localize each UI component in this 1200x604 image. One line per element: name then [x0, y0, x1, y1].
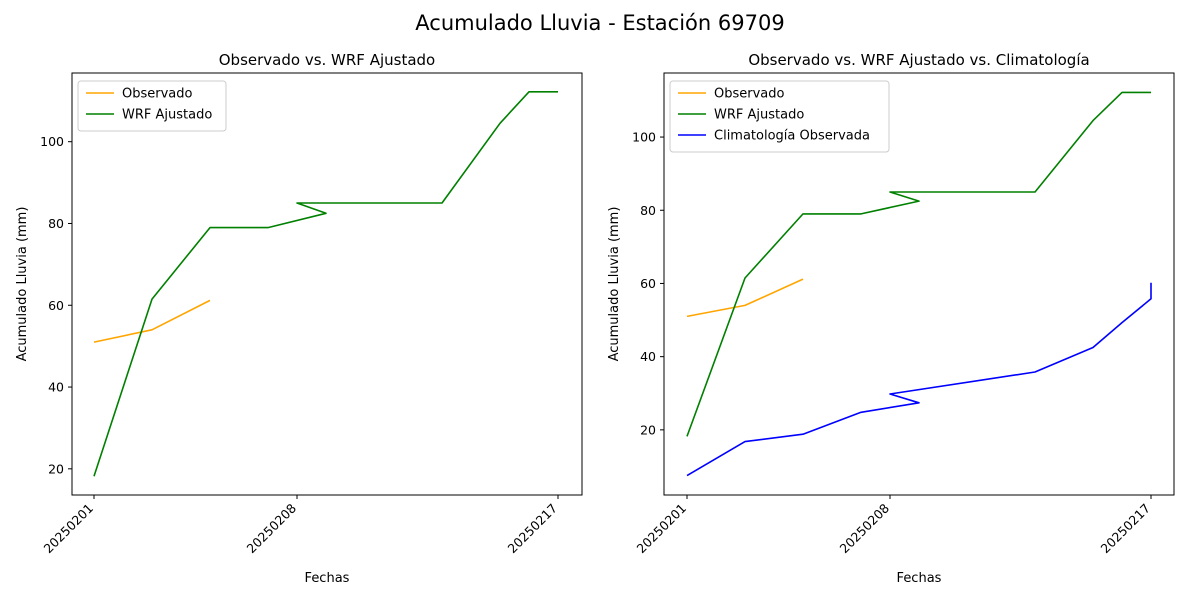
y-tick-label: 40	[48, 380, 64, 395]
series-line-observado	[93, 299, 211, 343]
legend-label: Observado	[122, 87, 193, 102]
chart-title: Observado vs. WRF Ajustado vs. Climatolo…	[748, 51, 1089, 69]
series-line-wrf-ajustado	[686, 91, 1151, 437]
y-tick-label: 60	[48, 298, 64, 313]
y-axis-label: Acumulado Lluvia (mm)	[15, 207, 30, 362]
series-line-climatolog-a-observada	[686, 282, 1152, 477]
legend-label: WRF Ajustado	[714, 108, 804, 123]
legend-label: Climatología Observada	[714, 129, 870, 144]
y-tick-label: 100	[40, 134, 64, 149]
series-line-observado	[686, 278, 804, 318]
y-tick-label: 40	[640, 349, 656, 364]
y-tick-label: 20	[640, 422, 656, 437]
y-tick-label: 60	[640, 276, 656, 291]
y-tick-label: 80	[48, 216, 64, 231]
y-tick-label: 100	[632, 130, 656, 145]
chart-title: Observado vs. WRF Ajustado	[219, 51, 435, 69]
legend-box	[77, 80, 227, 132]
x-axis-label: Fechas	[897, 571, 942, 586]
plot-frame	[71, 72, 583, 496]
y-tick-label: 80	[640, 203, 656, 218]
y-axis-label: Acumulado Lluvia (mm)	[607, 207, 622, 362]
legend-label: WRF Ajustado	[122, 108, 212, 123]
legend-label: Observado	[714, 87, 785, 102]
y-tick-label: 20	[48, 461, 64, 476]
series-line-wrf-ajustado	[93, 91, 558, 477]
right-chart-panel: Observado vs. WRF Ajustado vs. Climatolo…	[607, 51, 1175, 586]
plot-frame	[663, 72, 1175, 496]
legend-box	[669, 80, 890, 153]
x-axis-label: Fechas	[305, 571, 350, 586]
figure-title: Acumulado Lluvia - Estación 69709	[415, 11, 784, 35]
